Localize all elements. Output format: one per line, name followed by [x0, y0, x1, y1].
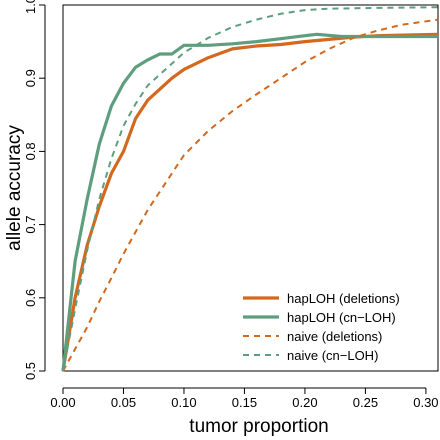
series-line-3	[62, 18, 439, 372]
x-tick-label: 0.00	[50, 395, 75, 410]
series-line-2	[61, 32, 438, 372]
x-axis-title: tumor proportion	[189, 416, 328, 437]
y-tick-label: 0.8	[23, 142, 38, 160]
legend-label-1: hapLOH (deletions)	[287, 291, 400, 306]
y-tick-label: 0.6	[23, 289, 38, 307]
plot-frame	[62, 4, 439, 372]
axes: 0.00 0.05 0.10 0.15 0.20 0.25 0.30 0.5 0.6 0.7 0.8…	[23, 0, 439, 410]
x-tick-label: 0.30	[413, 395, 438, 410]
x-tick-label: 0.20	[292, 395, 317, 410]
legend: hapLOH (deletions) hapLOH (cn−LOH) naive (…	[243, 291, 400, 363]
legend-label-2: hapLOH (cn−LOH)	[287, 310, 396, 325]
x-tick-label: 0.10	[171, 395, 196, 410]
legend-label-3: naive (deletions)	[287, 329, 382, 344]
y-tick-label: 0.9	[23, 69, 38, 87]
y-tick-label: 0.5	[23, 362, 38, 380]
y-axis-title: allele accuracy	[4, 125, 25, 251]
x-tick-label: 0.15	[232, 395, 257, 410]
y-tick-label: 0.7	[23, 216, 38, 234]
x-tick-label: 0.05	[111, 395, 136, 410]
series-line-4	[62, 6, 439, 372]
legend-label-4: naive (cn−LOH)	[287, 348, 378, 363]
y-tick-label: 1.0	[23, 0, 38, 14]
series-line-1	[61, 32, 439, 372]
series-lines	[61, 6, 439, 372]
x-tick-label: 0.25	[353, 395, 378, 410]
